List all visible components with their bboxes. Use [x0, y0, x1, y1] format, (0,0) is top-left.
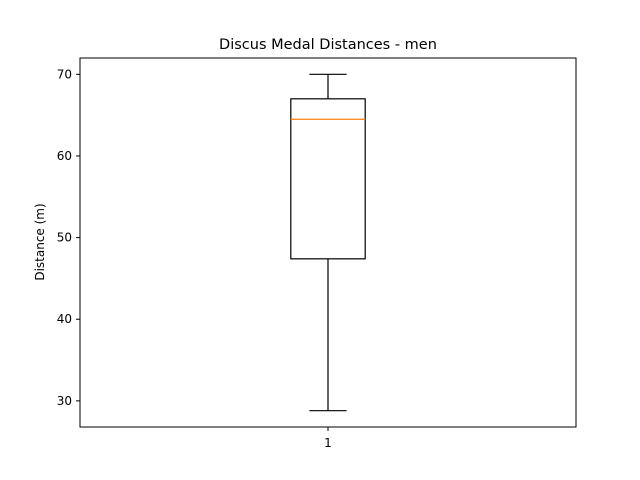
- plot-area: 30 40 50 60 70 1: [57, 57, 577, 450]
- iqr-box: [290, 98, 366, 260]
- y-tick-label: 60: [57, 149, 72, 163]
- chart-title: Discus Medal Distances - men: [219, 37, 437, 53]
- y-axis-title: Distance (m): [33, 203, 47, 280]
- y-tick-label: 40: [57, 312, 72, 326]
- plot-frame: [79, 57, 577, 428]
- y-tick-label: 70: [57, 67, 72, 81]
- y-tick-label: 50: [57, 231, 72, 245]
- x-tick-label: 1: [324, 436, 332, 450]
- y-tick-label: 30: [57, 394, 72, 408]
